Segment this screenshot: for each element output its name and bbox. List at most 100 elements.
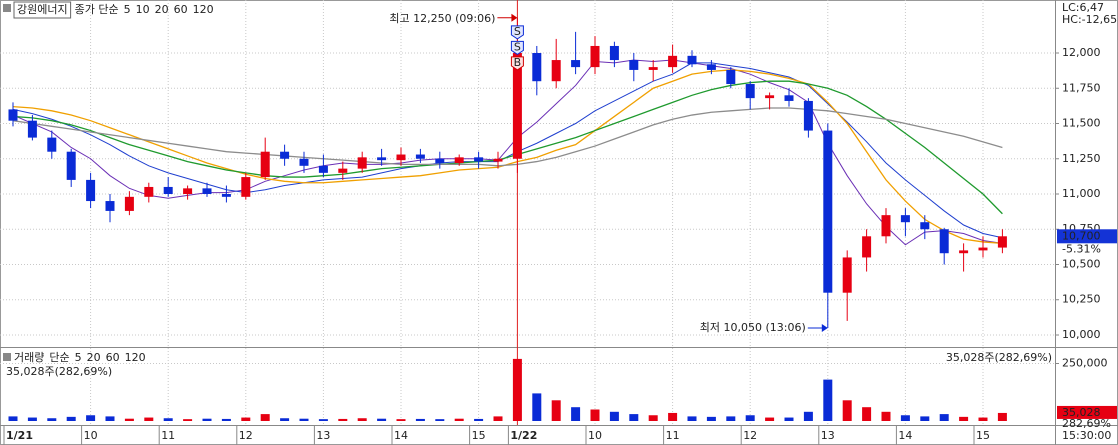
volume-bar xyxy=(978,417,988,421)
candle-body xyxy=(532,53,542,82)
legend-text: 5 xyxy=(124,3,131,16)
y-tick-label: 10,250 xyxy=(1062,293,1101,306)
legend-text: 20 xyxy=(87,351,101,364)
legend-text: 20 xyxy=(155,3,169,16)
legend-text: 60 xyxy=(174,3,188,16)
y-tick-label: 250,000 xyxy=(1062,357,1108,370)
high-note: 최고 12,250 (09:06) xyxy=(389,12,495,25)
icon xyxy=(3,353,11,361)
candle-body xyxy=(260,151,270,178)
candle-body xyxy=(978,247,988,251)
candle-body xyxy=(706,64,716,70)
candle-body xyxy=(648,67,658,70)
candle-body xyxy=(900,215,910,223)
volume-bar xyxy=(823,379,833,421)
candle-body xyxy=(396,154,406,161)
legend-text: 단순 xyxy=(49,351,69,364)
candle-body xyxy=(765,95,775,99)
volume-bar xyxy=(512,358,522,421)
volume-bar xyxy=(590,409,600,421)
candle-body xyxy=(997,236,1007,248)
volume-bar xyxy=(862,407,872,421)
ma-line xyxy=(12,80,1003,215)
x-tick-label: 10 xyxy=(84,429,98,442)
icon xyxy=(3,4,11,12)
candle-body xyxy=(629,60,639,70)
candle-body xyxy=(920,222,930,230)
last-price-box xyxy=(1057,229,1117,244)
volume-bar xyxy=(183,419,193,421)
volume-bar xyxy=(124,418,134,421)
y-tick-label: 12,000 xyxy=(1062,46,1101,59)
candle-body xyxy=(105,201,115,211)
legend-text: 60 xyxy=(106,351,120,364)
candle-body xyxy=(726,69,736,85)
lc-label: LC:6,47 xyxy=(1062,1,1104,14)
candle-body xyxy=(280,151,290,159)
candle-body xyxy=(474,157,484,162)
candle-body xyxy=(551,60,561,82)
y-tick-label: 11,250 xyxy=(1062,152,1101,165)
volume-bar xyxy=(435,419,445,421)
volume-bar xyxy=(609,411,619,421)
y-tick-label: 11,500 xyxy=(1062,117,1101,130)
volume-summary: 35,028주(282,69%) xyxy=(6,365,112,378)
candle-body xyxy=(86,179,96,202)
x-tick-label: 11 xyxy=(666,429,680,442)
signal-label: S xyxy=(514,25,521,38)
volume-bar xyxy=(571,407,581,421)
last-ratio: 282,69% xyxy=(1062,417,1111,430)
candle-body xyxy=(590,45,600,68)
volume-bar xyxy=(202,418,212,421)
signal-badge xyxy=(510,40,524,55)
volume-bar xyxy=(532,393,542,421)
volume-bar xyxy=(745,415,755,421)
volume-bar xyxy=(299,418,309,421)
volume-bar xyxy=(357,418,367,421)
last-price-label: 10,700 xyxy=(1062,229,1101,242)
candle-body xyxy=(842,257,852,293)
ma-line xyxy=(12,69,1003,244)
volume-bar xyxy=(648,415,658,421)
x-tick-label: 13 xyxy=(821,429,835,442)
volume-bar xyxy=(105,416,115,421)
volume-bar xyxy=(842,400,852,421)
volume-bar xyxy=(900,415,910,421)
x-tick-label: 13 xyxy=(316,429,330,442)
title-box xyxy=(13,1,72,19)
volume-bar xyxy=(706,416,716,421)
ma-line xyxy=(12,107,1003,167)
candle-body xyxy=(745,84,755,99)
change-label: -5.31% xyxy=(1062,242,1101,255)
volume-bar xyxy=(66,416,76,421)
volume-bar xyxy=(144,417,154,421)
volume-bar xyxy=(493,416,503,421)
candle-body xyxy=(415,154,425,159)
volume-bar xyxy=(881,411,891,421)
y-tick-label: 10,000 xyxy=(1062,328,1101,341)
x-tick-label: 1/22 xyxy=(510,429,537,442)
y-tick-label: 11,000 xyxy=(1062,187,1101,200)
candle-body xyxy=(571,60,581,68)
legend-text: 강원에너지 xyxy=(17,3,68,16)
candle-body xyxy=(377,157,387,161)
volume-bar xyxy=(920,416,930,421)
volume-bar xyxy=(47,418,57,421)
legend-text: 120 xyxy=(125,351,146,364)
candle-body xyxy=(27,120,37,138)
candle-body xyxy=(144,186,154,197)
volume-bar xyxy=(415,418,425,421)
volume-bar xyxy=(959,416,969,421)
x-tick-label: 12 xyxy=(743,429,757,442)
candle-body xyxy=(241,177,251,197)
arrow-head xyxy=(821,323,828,332)
legend-text: 10 xyxy=(136,3,150,16)
volume-bar xyxy=(280,418,290,421)
volume-bar xyxy=(803,411,813,421)
legend-text: 거래량 xyxy=(14,351,44,364)
volume-bar xyxy=(396,419,406,421)
x-tick-label: 1/21 xyxy=(6,429,33,442)
volume-bar xyxy=(726,416,736,421)
candle-body xyxy=(318,165,328,173)
